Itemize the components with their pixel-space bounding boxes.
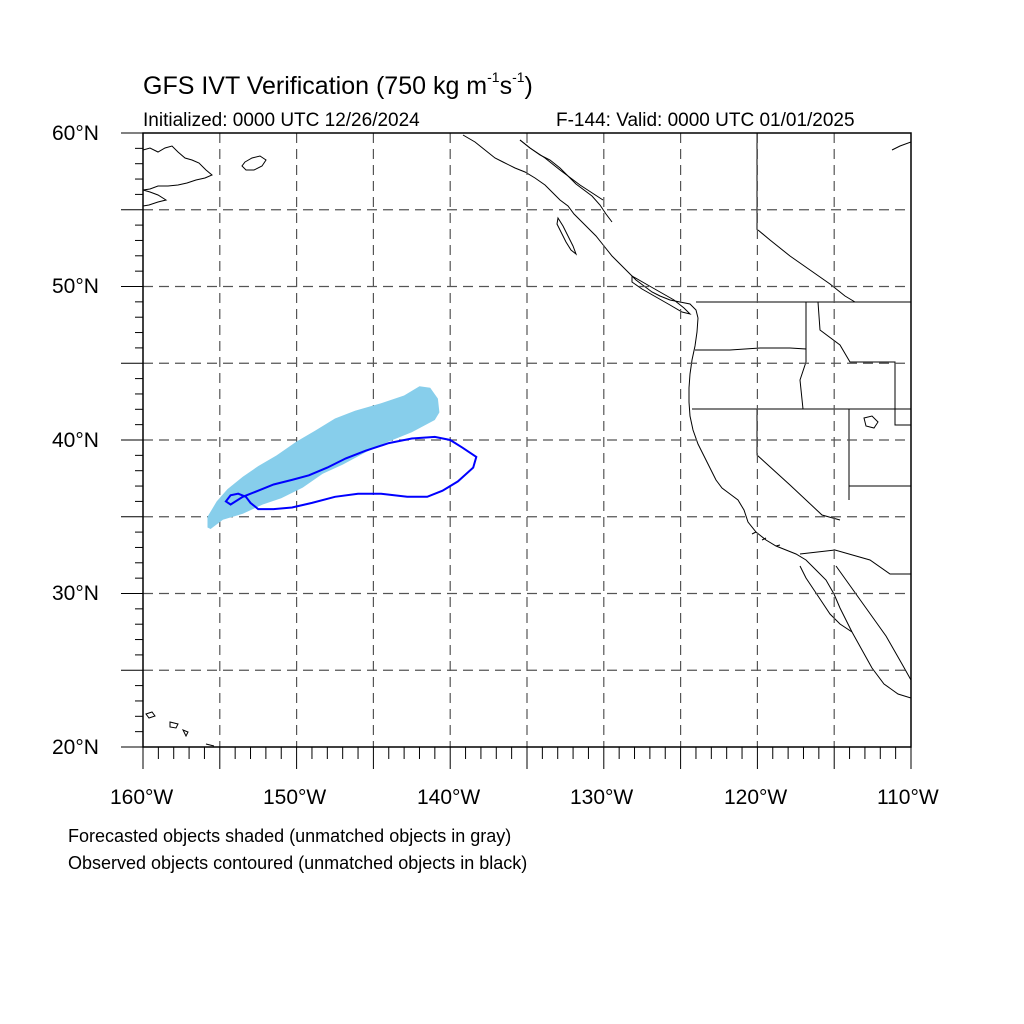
lat-label-20n: 20°N [52,736,99,759]
lon-label-110w: 110°W [877,786,939,809]
kodiak-island [241,155,267,171]
california-nevada-border [756,409,841,521]
map-title: GFS IVT Verification (750 kg m-1s-1) [143,68,533,100]
coastlines [143,134,911,747]
us-west-coast [688,317,853,633]
lat-label-40n: 40°N [52,429,99,452]
forecast-ivt-object [207,386,440,529]
oregon-idaho-border [799,361,807,410]
mainland-mexico-coast [851,631,911,699]
haida-gwaii [556,216,578,256]
footnote-forecast: Forecasted objects shaded (unmatched obj… [68,826,512,846]
lat-label-50n: 50°N [52,275,99,298]
map-plot-area [143,133,911,747]
lon-label-120w: 120°W [724,786,788,809]
valid-time: F-144: Valid: 0000 UTC 01/01/2025 [556,110,855,131]
lat-label-60n: 60°N [52,122,99,145]
vancouver-island [631,275,692,315]
washington-oregon-border [695,347,807,362]
alaska-canada-border [519,139,604,201]
channel-islands [751,531,781,547]
alaska-coast [143,145,213,191]
lon-label-160w: 160°W [110,786,174,809]
hudson-bay-edge [891,141,911,151]
idaho-montana-border [817,301,911,426]
alaska-peninsula-coast [143,189,168,207]
lon-label-140w: 140°W [417,786,481,809]
lon-label-150w: 150°W [263,786,327,809]
lat-label-30n: 30°N [52,582,99,605]
us-mexico-border [799,549,911,575]
great-salt-lake [863,415,879,429]
political-borders [519,133,911,575]
gulf-of-california-coast [835,565,911,681]
hawaii-islands [145,711,215,747]
initialized-time: Initialized: 0000 UTC 12/26/2024 [143,110,420,131]
observed-ivt-contour [224,435,478,511]
footnote-observed: Observed objects contoured (unmatched ob… [68,853,528,873]
lon-label-130w: 130°W [570,786,634,809]
canadian-rockies-boundary [757,229,856,303]
lat-lon-grid [143,133,911,747]
gulf-of-alaska-coast [462,134,699,319]
baja-california [799,565,853,633]
axis-ticks [121,132,912,769]
